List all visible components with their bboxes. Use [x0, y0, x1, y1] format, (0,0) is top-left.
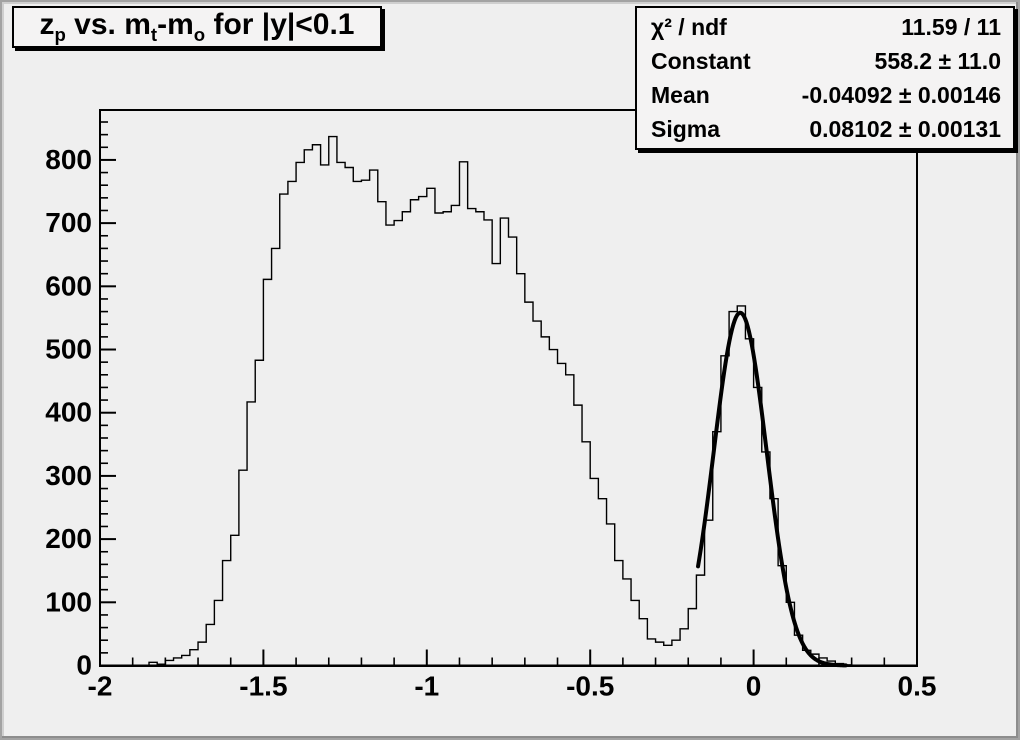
stat-value: -0.04092 ± 0.00146	[801, 81, 1001, 108]
y-tick-label: 500	[45, 334, 92, 365]
x-tick-label: -0.5	[566, 671, 614, 702]
gaussian-fit-curve	[696, 310, 848, 668]
title-segment: vs. m	[65, 7, 151, 41]
y-tick-label: 400	[45, 397, 92, 428]
x-tick-label: 0	[746, 671, 762, 702]
y-tick-label: 700	[45, 207, 92, 238]
stat-label: Mean	[651, 81, 710, 108]
title-segment: z	[39, 7, 55, 41]
stats-row: Constant 558.2 ± 11.0	[637, 47, 1013, 74]
x-tick-label: -1.5	[239, 671, 287, 702]
stats-row: Mean -0.04092 ± 0.00146	[637, 81, 1013, 108]
stat-label: χ² / ndf	[651, 13, 727, 40]
x-tick-label: -2	[88, 671, 113, 702]
stats-row: Sigma 0.08102 ± 0.00131	[637, 115, 1013, 142]
stats-row: χ² / ndf 11.59 / 11	[637, 13, 1013, 40]
y-tick-label: 800	[45, 144, 92, 175]
y-tick-label: 300	[45, 460, 92, 491]
x-tick-label: 0.5	[898, 671, 937, 702]
fit-stats-box: χ² / ndf 11.59 / 11 Constant 558.2 ± 11.0 Me…	[635, 6, 1015, 150]
y-tick-label: 600	[45, 270, 92, 301]
stat-label: Sigma	[651, 115, 721, 142]
x-tick-label: -1	[414, 671, 439, 702]
title-subscript: t	[150, 23, 158, 45]
title-subscript: o	[193, 23, 206, 45]
y-tick-label: 100	[45, 586, 92, 617]
stat-value: 11.59 / 11	[901, 13, 1001, 40]
plot-title: zp vs. mt-mo for |y|<0.1	[39, 7, 355, 45]
title-subscript: p	[54, 23, 66, 45]
y-tick-label: 0	[76, 650, 92, 681]
stat-value: 0.08102 ± 0.00131	[809, 115, 1001, 142]
stat-label: Constant	[651, 47, 751, 74]
title-box: zp vs. mt-mo for |y|<0.1	[12, 6, 382, 48]
plot-area	[100, 110, 917, 666]
title-segment: -m	[157, 7, 194, 41]
title-segment: for |y|<0.1	[205, 7, 355, 41]
y-tick-label: 200	[45, 523, 92, 554]
stat-value: 558.2 ± 11.0	[874, 47, 1001, 74]
